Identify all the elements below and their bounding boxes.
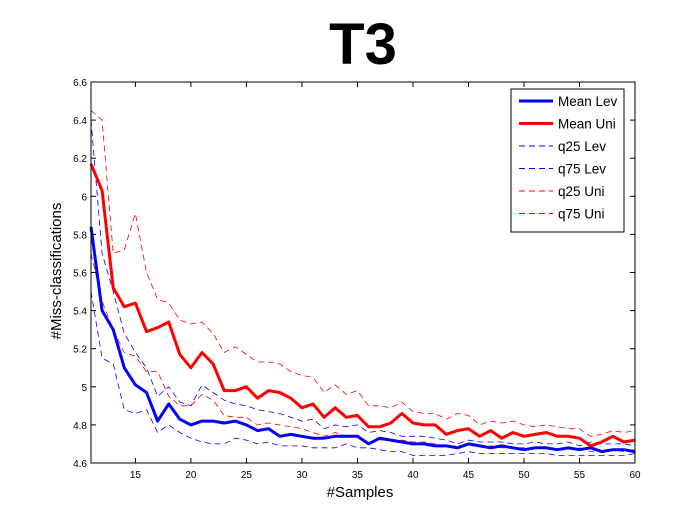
x-tick-label: 50 (518, 470, 530, 481)
x-tick-label: 25 (241, 470, 253, 481)
x-tick-label: 60 (629, 470, 641, 481)
legend: Mean Lev Mean Uni q25 Lev q75 Lev q25 Uni q75… (510, 88, 625, 233)
series-line-q75-lev (90, 120, 636, 447)
y-tick-label: 6.2 (73, 154, 87, 165)
legend-label-q25-uni: q25 Uni (558, 184, 605, 199)
y-tick-label: 4.6 (73, 459, 87, 470)
x-axis-label: #Samples (327, 484, 394, 501)
chart-title: T3 (329, 12, 397, 77)
legend-label-q75-uni: q75 Uni (558, 207, 605, 222)
legend-label-q75-lev: q75 Lev (558, 162, 606, 177)
legend-box (510, 88, 625, 233)
x-tick-label: 40 (407, 470, 419, 481)
series-line-mean-lev (89, 226, 636, 454)
x-tick-label: 55 (574, 470, 586, 481)
series-line-q75-uni (90, 110, 636, 437)
legend-label-q25-lev: q25 Lev (558, 139, 606, 154)
series-line-q25-lev (90, 291, 636, 456)
x-tick-label: 20 (185, 470, 197, 481)
x-tick-label: 35 (352, 470, 364, 481)
x-tick-label: 30 (296, 470, 308, 481)
plot-area (89, 110, 636, 456)
y-axis-label: #Miss-classifications (48, 203, 65, 340)
legend-label-mean-uni: Mean Uni (558, 117, 616, 132)
x-tick-label: 45 (463, 470, 475, 481)
y-tick-label: 6.4 (73, 116, 87, 127)
y-tick-label: 5.6 (73, 269, 87, 280)
axis-ticks: 15 20 25 30 35 40 45 50 55 60 4.6 4.8 5 5.2 5.4 5.6 5.8 6… (73, 78, 641, 481)
y-tick-label: 5 (81, 383, 87, 394)
y-tick-label: 4.8 (73, 421, 87, 432)
y-tick-label: 5.4 (73, 307, 87, 318)
legend-label-mean-lev: Mean Lev (558, 94, 618, 109)
series-line-mean-uni (89, 163, 636, 448)
x-tick-label: 15 (130, 470, 142, 481)
y-tick-label: 5.8 (73, 230, 87, 241)
y-tick-label: 5.2 (73, 345, 87, 356)
y-tick-label: 6 (81, 192, 87, 203)
y-tick-label: 6.6 (73, 78, 87, 89)
